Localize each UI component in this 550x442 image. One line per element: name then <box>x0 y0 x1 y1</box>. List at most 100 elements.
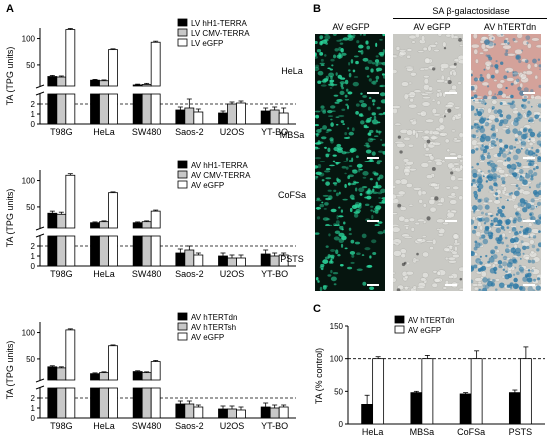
xgal-stained-cell <box>471 219 475 225</box>
xgal-stained-cell <box>471 250 475 257</box>
cell <box>446 148 451 153</box>
cell <box>404 286 409 291</box>
gfp-cell <box>330 248 336 252</box>
cell <box>479 52 484 55</box>
cell <box>436 270 441 276</box>
cell <box>498 174 506 179</box>
gfp-cell <box>315 146 319 149</box>
micrograph-image <box>393 162 463 227</box>
cell <box>438 117 444 124</box>
gfp-cell <box>352 180 357 186</box>
gfp-cell <box>345 88 349 92</box>
cell <box>416 238 423 242</box>
xgal-stained-cell <box>473 99 475 102</box>
xgal-stained-cell <box>526 245 530 250</box>
xgal-stained-cell <box>492 175 497 179</box>
xgal-stained-cell <box>518 230 522 234</box>
cell <box>512 109 519 115</box>
gfp-cell <box>317 140 321 145</box>
cell <box>501 93 507 99</box>
gfp-cell <box>317 163 322 169</box>
gfp-cell <box>335 192 339 197</box>
scale-bar <box>367 157 379 159</box>
sa-bgal-header: SA β-galactosidase <box>432 6 510 16</box>
gfp-cell <box>367 137 374 143</box>
cell <box>503 186 507 192</box>
xgal-stained-cell <box>479 255 482 258</box>
gfp-cell <box>350 239 355 244</box>
gfp-cell <box>316 197 320 201</box>
cell <box>425 174 433 179</box>
y-tick-label: 2 <box>31 394 36 403</box>
bar <box>132 93 143 125</box>
gfp-cell <box>327 147 331 153</box>
xgal-stained-cell <box>535 183 541 189</box>
cell <box>524 256 530 261</box>
xgal-stained-cell <box>527 150 534 156</box>
legend-label: AV hTERTdn <box>408 316 454 325</box>
gfp-cell <box>324 54 327 57</box>
scale-bar <box>445 284 457 286</box>
cell <box>422 46 428 51</box>
gfp-cell <box>371 151 376 156</box>
xgal-stained-cell <box>477 183 484 190</box>
xgal-stained-cell <box>526 278 529 281</box>
xgal-stained-cell <box>530 89 534 93</box>
xgal-stained-cell <box>539 131 541 134</box>
xgal-stained-cell <box>491 124 496 129</box>
gfp-cell <box>349 207 353 213</box>
cell <box>417 189 423 197</box>
x-tick-label: SW480 <box>132 127 162 137</box>
xgal-stained-cell <box>530 216 536 222</box>
xgal-stained-cell <box>487 118 489 121</box>
gfp-cell <box>327 254 331 259</box>
bar <box>141 235 152 267</box>
gfp-cell <box>362 34 367 36</box>
xgal-stained-cell <box>504 52 509 56</box>
xgal-stained-cell <box>522 179 528 185</box>
gfp-cell <box>319 203 325 208</box>
cell <box>442 221 449 226</box>
xgal-stained-cell <box>532 58 537 64</box>
gfp-cell <box>366 195 372 200</box>
legend-swatch <box>177 312 188 321</box>
scale-bar <box>367 220 379 222</box>
gfp-cell <box>326 128 332 132</box>
xgal-stained-cell <box>529 163 532 166</box>
gfp-cell <box>340 243 344 248</box>
cell <box>405 162 414 166</box>
gfp-cell <box>367 188 371 193</box>
xgal-stained-cell <box>520 139 523 142</box>
cell <box>514 48 523 55</box>
cell <box>474 277 483 282</box>
gfp-cell <box>362 57 369 62</box>
gfp-cell <box>334 230 341 234</box>
gfp-cell <box>320 267 324 271</box>
gfp-cell <box>330 256 335 260</box>
cell <box>456 177 463 181</box>
gfp-cell <box>332 154 337 157</box>
xgal-stained-cell <box>471 264 475 269</box>
gfp-cell <box>353 76 359 78</box>
xgal-stained-cell <box>494 144 497 147</box>
gfp-cell <box>358 187 365 193</box>
xgal-stained-cell <box>538 64 541 68</box>
cell <box>407 143 414 148</box>
xgal-stained-cell <box>481 153 484 156</box>
gfp-cell <box>315 171 322 176</box>
xgal-stained-cell <box>515 184 519 188</box>
cell <box>419 110 427 117</box>
xgal-stained-cell <box>471 178 477 185</box>
cell <box>401 81 409 87</box>
xgal-stained-cell <box>531 244 536 249</box>
xgal-stained-cell <box>531 269 535 273</box>
gfp-cell <box>375 75 380 80</box>
cell <box>457 59 463 65</box>
cell <box>449 70 453 76</box>
legend-label: LV CMV-TERRA <box>191 29 250 38</box>
scale-bar <box>523 220 535 222</box>
xgal-stained-cell <box>504 219 508 223</box>
xgal-stained-cell <box>477 173 482 179</box>
gfp-cell <box>368 96 372 99</box>
cell <box>408 103 418 109</box>
